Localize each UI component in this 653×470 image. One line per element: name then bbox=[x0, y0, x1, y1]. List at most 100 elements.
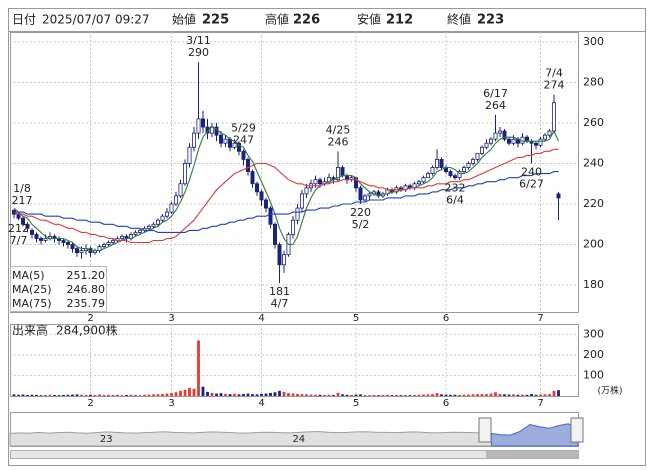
high-date: 5/29 bbox=[231, 121, 256, 134]
volume-bar bbox=[269, 392, 272, 396]
volume-bar bbox=[363, 394, 367, 396]
scroll-thumb[interactable] bbox=[486, 451, 578, 458]
high-date: 4/25 bbox=[326, 123, 351, 136]
volume-bar bbox=[48, 394, 52, 396]
high-date: 7/4 bbox=[545, 67, 563, 80]
candle-body bbox=[259, 191, 264, 201]
volume-bar bbox=[111, 394, 115, 396]
volume-bar bbox=[368, 395, 371, 396]
navigator-highlight bbox=[490, 423, 579, 447]
legend-value: 251.20 bbox=[67, 269, 106, 282]
volume-bar bbox=[161, 393, 164, 396]
volume-bar bbox=[296, 393, 299, 396]
volume-bar bbox=[507, 394, 511, 396]
volume-bar bbox=[57, 395, 61, 396]
volume-bar bbox=[453, 394, 457, 396]
candle-body bbox=[254, 183, 259, 193]
x-tick-label: 4 bbox=[258, 398, 264, 409]
candle-body bbox=[281, 254, 286, 266]
candle-body bbox=[290, 219, 295, 235]
volume-bar bbox=[174, 392, 178, 396]
volume-bar bbox=[516, 394, 520, 396]
y-tick-label: 300 bbox=[583, 35, 604, 48]
candle-body bbox=[191, 132, 196, 148]
candle-body bbox=[227, 138, 232, 148]
candle-body bbox=[250, 171, 255, 185]
high-value: 247 bbox=[233, 133, 254, 146]
y-tick-label: 220 bbox=[583, 197, 604, 210]
volume-bar bbox=[435, 393, 439, 396]
header-field-value: 223 bbox=[477, 13, 504, 28]
volume-bar bbox=[62, 394, 65, 396]
volume-bar bbox=[309, 394, 313, 396]
y-tick-label: 240 bbox=[583, 156, 604, 169]
legend-value: 235.79 bbox=[67, 297, 106, 310]
volume-bar bbox=[35, 394, 38, 396]
volume-bar bbox=[102, 394, 106, 396]
candle-body bbox=[268, 207, 273, 225]
volume-bar bbox=[386, 394, 389, 396]
header-field-label: 高値 bbox=[265, 12, 289, 27]
candle-body bbox=[344, 175, 349, 181]
header-field-value: 225 bbox=[202, 13, 229, 28]
volume-bar bbox=[350, 394, 353, 396]
volume-current: 284,900株 bbox=[56, 323, 118, 338]
volume-bar bbox=[273, 392, 277, 396]
volume-bar bbox=[327, 394, 331, 396]
candle-body bbox=[178, 183, 183, 197]
volume-bar bbox=[426, 394, 430, 396]
volume-unit: (万株) bbox=[597, 385, 622, 397]
header-field-label: 終値 bbox=[447, 12, 471, 27]
volume-bar bbox=[197, 340, 200, 396]
volume-bar bbox=[552, 390, 556, 396]
volume-bar bbox=[480, 393, 484, 396]
candle-body bbox=[151, 223, 156, 227]
x-tick-label: 3 bbox=[168, 313, 174, 324]
candle-body bbox=[160, 215, 165, 221]
volume-bar bbox=[255, 394, 259, 396]
volume-bar bbox=[431, 394, 434, 396]
candle-body bbox=[502, 130, 507, 140]
header-date-label: 日付 bbox=[12, 13, 36, 27]
high-date: 1/8 bbox=[13, 182, 31, 195]
volume-bar bbox=[44, 394, 47, 396]
candle-body bbox=[75, 248, 80, 254]
candle-body bbox=[434, 159, 439, 168]
volume-bar bbox=[323, 394, 326, 396]
navigator-label: 24 bbox=[292, 434, 305, 445]
volume-bar bbox=[53, 394, 56, 396]
volume-bar bbox=[183, 389, 187, 396]
volume-bar bbox=[129, 394, 133, 396]
candle-body bbox=[164, 211, 169, 217]
navigator-handle[interactable] bbox=[570, 417, 584, 443]
navigator-handle[interactable] bbox=[478, 417, 492, 443]
candle-body bbox=[16, 213, 21, 219]
volume-bar bbox=[107, 394, 110, 396]
volume-panel bbox=[10, 324, 579, 397]
volume-bar bbox=[278, 390, 281, 396]
x-tick-label: 5 bbox=[353, 398, 359, 409]
scrollbar[interactable] bbox=[10, 450, 579, 459]
volume-bar bbox=[444, 394, 448, 396]
candle-body bbox=[29, 229, 34, 235]
candle-body bbox=[20, 217, 25, 225]
candle-body bbox=[497, 130, 502, 134]
volume-bar bbox=[147, 394, 151, 396]
volume-bar bbox=[66, 394, 70, 396]
candle-body bbox=[200, 118, 205, 128]
volume-bar bbox=[251, 394, 254, 396]
volume-bar bbox=[80, 394, 83, 396]
header-datetime: 2025/07/07 09:27 bbox=[42, 13, 150, 27]
candle-body bbox=[263, 199, 268, 209]
low-date: 5/2 bbox=[352, 218, 370, 231]
volume-bar bbox=[165, 393, 169, 396]
x-tick-label: 6 bbox=[443, 313, 449, 324]
volume-bar bbox=[318, 394, 322, 396]
volume-bar bbox=[548, 394, 551, 396]
candle-body bbox=[470, 159, 475, 164]
candle-body bbox=[146, 225, 151, 229]
volume-bar bbox=[39, 395, 43, 396]
volume-bar bbox=[156, 394, 160, 396]
volume-bar bbox=[489, 393, 493, 396]
